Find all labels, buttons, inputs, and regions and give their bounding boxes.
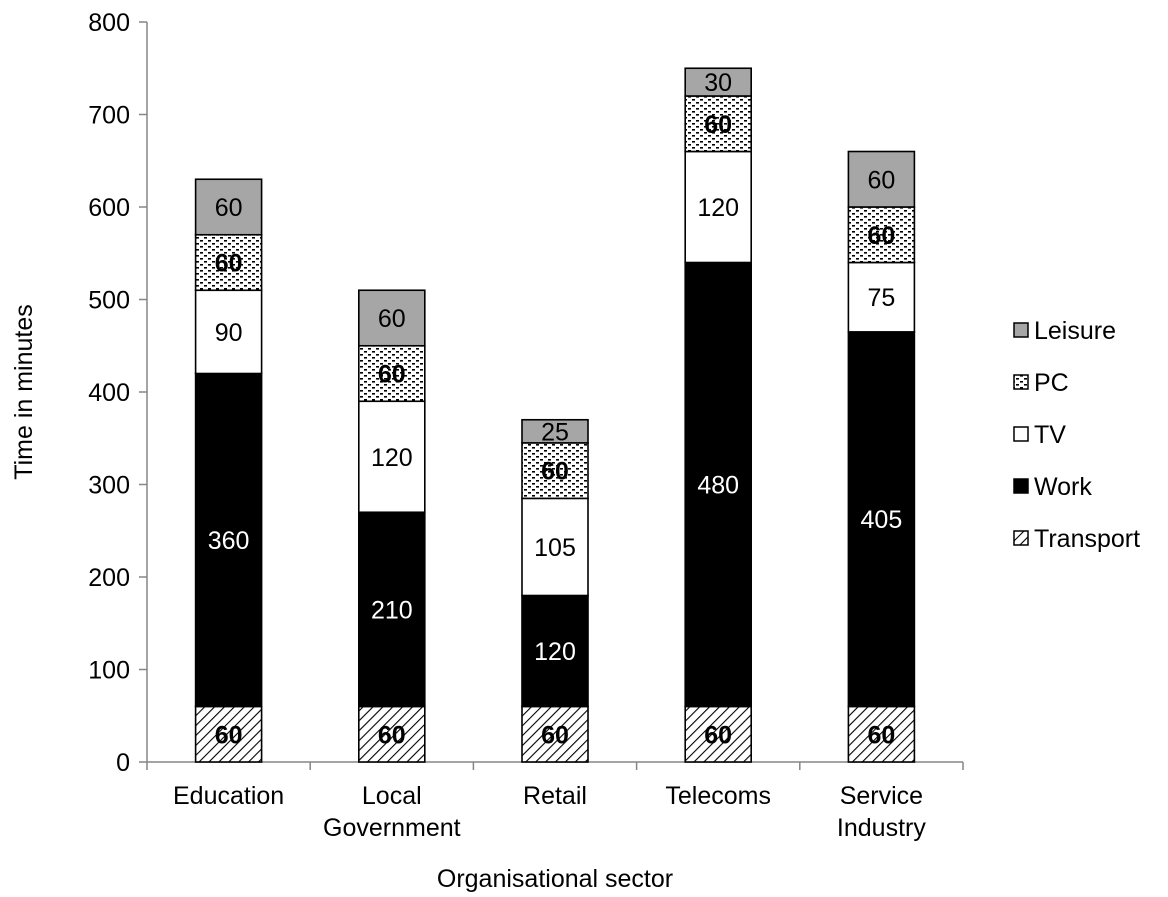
data-label-tv-service-industry: 75 [867, 284, 895, 312]
legend-swatch-pc [1013, 374, 1029, 390]
y-tick-label: 300 [88, 472, 130, 500]
legend-swatch-transport [1013, 530, 1029, 546]
data-label-tv-local-government: 120 [371, 444, 413, 472]
y-tick-label: 100 [88, 657, 130, 685]
data-label-pc-local-government: 60 [378, 361, 406, 389]
y-tick-label: 200 [88, 564, 130, 592]
bar-leisure-telecoms [684, 67, 753, 97]
x-tick-label-local-government: Local Government [323, 782, 461, 842]
data-label-transport-service-industry: 60 [867, 721, 895, 749]
bar-tv-telecoms [684, 150, 753, 264]
legend-swatch-leisure [1013, 322, 1029, 338]
bar-tv-service-industry [847, 261, 916, 333]
legend-label-transport: Transport [1034, 525, 1140, 553]
y-tick-label: 0 [116, 749, 130, 777]
bar-transport-service-industry [847, 705, 916, 763]
y-tick-label: 800 [88, 9, 130, 37]
bar-transport-telecoms [684, 705, 753, 763]
data-label-tv-telecoms: 120 [697, 194, 739, 222]
x-tick-label-retail: Retail [523, 782, 587, 810]
bar-work-retail [521, 594, 589, 708]
data-label-work-retail: 120 [534, 638, 576, 666]
y-tick-label: 700 [88, 102, 130, 130]
data-label-pc-education: 60 [215, 250, 243, 278]
data-label-tv-education: 90 [215, 319, 243, 347]
bar-tv-education [194, 289, 263, 375]
y-axis-title: Time in minutes [10, 304, 38, 480]
bar-work-education [194, 372, 263, 708]
bar-work-telecoms [684, 261, 753, 708]
data-label-leisure-retail: 25 [541, 418, 569, 446]
bar-pc-local-government [357, 344, 426, 403]
bar-work-service-industry [847, 331, 916, 708]
data-label-work-telecoms: 480 [697, 472, 739, 500]
data-label-work-education: 360 [208, 527, 250, 555]
data-label-pc-service-industry: 60 [867, 222, 895, 250]
bar-pc-education [194, 233, 263, 292]
legend-swatch-work [1013, 478, 1029, 494]
bar-pc-telecoms [684, 95, 753, 153]
legend: Leisure PC TV Work Transport [1013, 317, 1140, 553]
y-tick-label: 500 [88, 287, 130, 315]
bar-pc-retail [521, 442, 589, 500]
data-label-pc-telecoms: 60 [704, 111, 732, 139]
legend-swatch-tv [1013, 426, 1029, 442]
x-tick-label-service-industry: Service Industry [837, 782, 926, 842]
bars [194, 67, 916, 763]
bar-tv-local-government [357, 400, 426, 514]
bar-tv-retail [521, 497, 589, 597]
data-labels: 60 360 90 60 60 60 210 120 60 60 60 120 105 60 25 60 480… [208, 69, 903, 749]
data-label-transport-local-government: 60 [378, 721, 406, 749]
x-tick-label-telecoms: Telecoms [665, 782, 771, 810]
y-tick-label: 600 [88, 194, 130, 222]
legend-label-pc: PC [1034, 369, 1069, 397]
x-axis-title: Organisational sector [437, 865, 673, 893]
legend-label-leisure: Leisure [1034, 317, 1116, 345]
bar-transport-education [194, 705, 263, 763]
data-label-work-local-government: 210 [371, 596, 413, 624]
data-label-leisure-service-industry: 60 [867, 166, 895, 194]
data-label-work-service-industry: 405 [861, 506, 903, 534]
x-tick-label-education: Education [173, 782, 284, 810]
y-tick-label: 400 [88, 379, 130, 407]
bar-leisure-education [194, 178, 263, 236]
axes: 0 100 200 300 400 500 600 700 800 Education Local G… [10, 9, 964, 893]
data-label-pc-retail: 60 [541, 458, 569, 486]
data-label-leisure-telecoms: 30 [704, 69, 732, 97]
bar-leisure-local-government [357, 289, 426, 347]
data-label-transport-telecoms: 60 [704, 721, 732, 749]
data-label-leisure-local-government: 60 [378, 305, 406, 333]
legend-label-work: Work [1034, 473, 1092, 501]
bar-leisure-retail [521, 418, 589, 444]
data-label-transport-retail: 60 [541, 721, 569, 749]
bar-leisure-service-industry [847, 150, 916, 208]
legend-label-tv: TV [1034, 421, 1066, 449]
data-label-leisure-education: 60 [215, 194, 243, 222]
bar-transport-local-government [357, 705, 426, 763]
data-label-transport-education: 60 [215, 721, 243, 749]
data-label-tv-retail: 105 [534, 534, 576, 562]
